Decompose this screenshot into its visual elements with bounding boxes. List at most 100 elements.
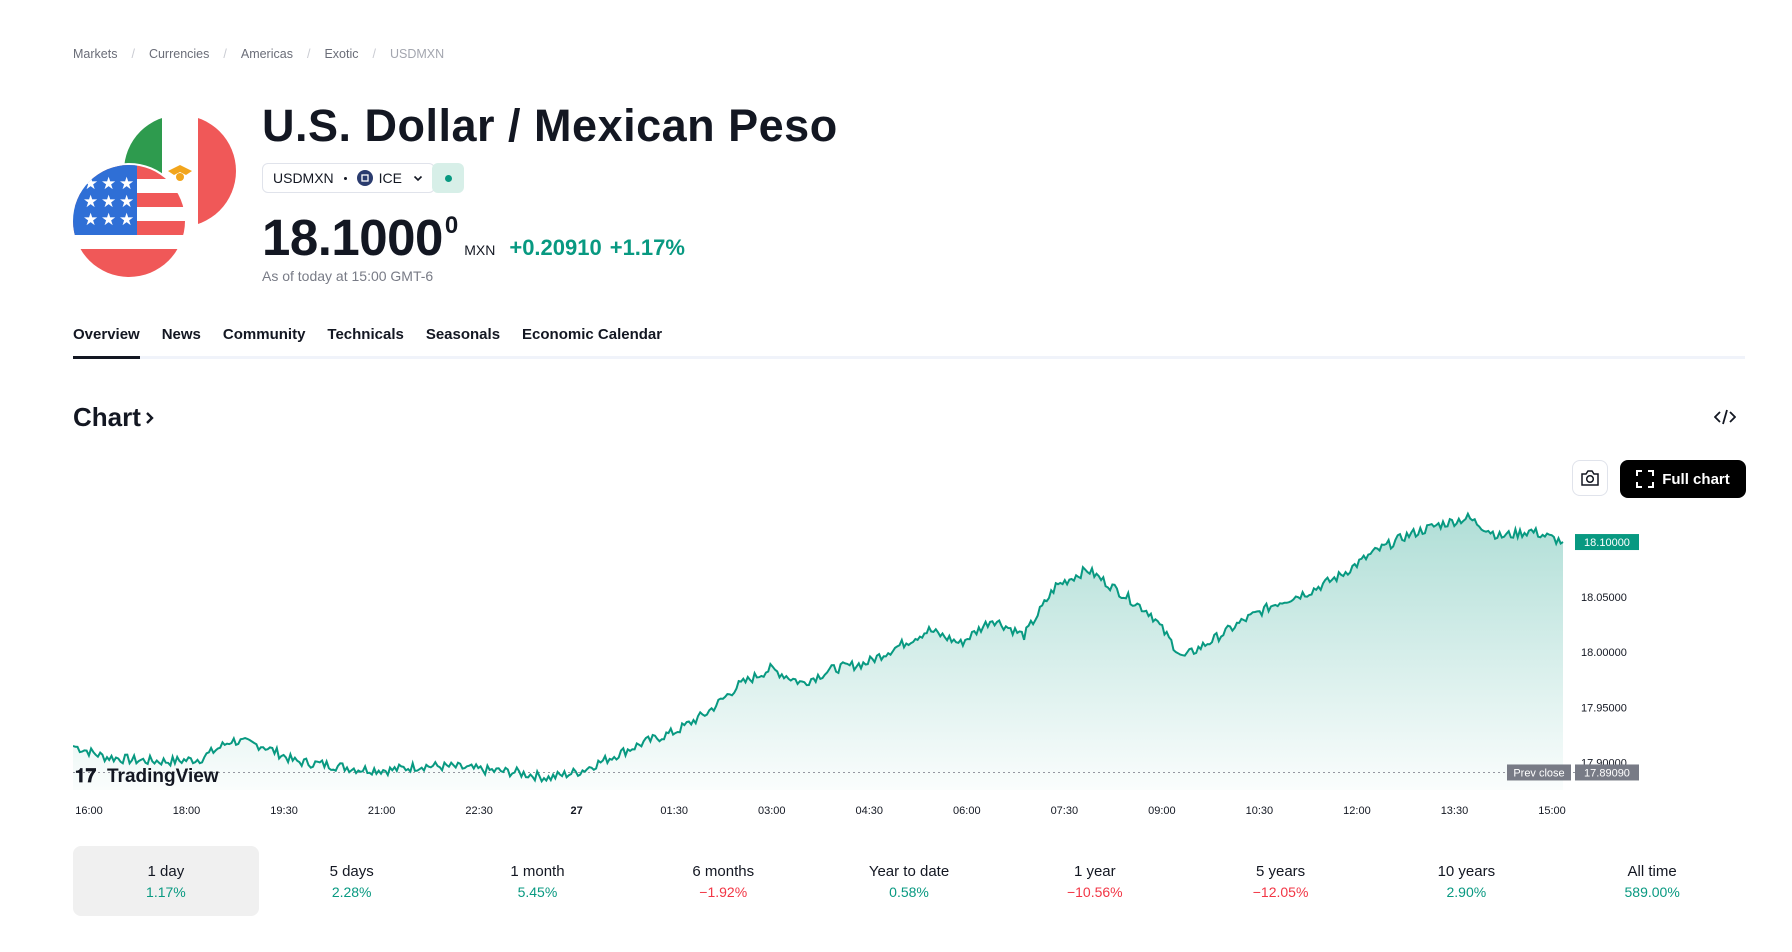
svg-text:★: ★ bbox=[101, 174, 116, 194]
period-button-1-month[interactable]: 1 month 5.45% bbox=[445, 846, 631, 916]
price-change-pct: +1.17% bbox=[609, 235, 685, 260]
breadcrumb-separator: / bbox=[372, 47, 376, 61]
period-button-10-years[interactable]: 10 years 2.90% bbox=[1373, 846, 1559, 916]
x-tick-label: 10:30 bbox=[1246, 805, 1274, 817]
period-button-year-to-date[interactable]: Year to date 0.58% bbox=[816, 846, 1002, 916]
last-price: 18.1000 bbox=[262, 209, 443, 266]
prev-close-label: Prev close bbox=[1513, 767, 1564, 779]
page-title: U.S. Dollar / Mexican Peso bbox=[262, 100, 838, 151]
tab-community[interactable]: Community bbox=[222, 326, 306, 343]
status-dot-icon bbox=[444, 174, 452, 182]
prev-close-tag: Prev close 17.89090 bbox=[1507, 764, 1639, 781]
chevron-right-icon bbox=[146, 411, 154, 424]
svg-text:★: ★ bbox=[101, 210, 116, 230]
period-button-all-time[interactable]: All time 589.00% bbox=[1559, 846, 1745, 916]
period-change: −1.92% bbox=[699, 883, 748, 900]
currency-pair-flags-icon: ★ ★ ★ ★ ★ ★ ★ ★ ★ bbox=[73, 115, 236, 277]
period-change: 2.28% bbox=[331, 883, 372, 900]
market-status-indicator[interactable] bbox=[432, 163, 464, 193]
x-tick-label: 12:00 bbox=[1343, 805, 1371, 817]
period-change: 2.90% bbox=[1446, 883, 1487, 900]
as-of-timestamp: As of today at 15:00 GMT-6 bbox=[262, 268, 434, 284]
exchange-label: ICE bbox=[378, 170, 403, 186]
tab-technicals[interactable]: Technicals bbox=[327, 326, 404, 343]
breadcrumb-current: USDMXN bbox=[389, 47, 445, 61]
x-tick-label: 19:30 bbox=[270, 805, 298, 817]
breadcrumb-separator: / bbox=[306, 47, 311, 61]
chevron-down-icon bbox=[413, 175, 423, 182]
period-change: 1.17% bbox=[146, 883, 186, 900]
period-label: Year to date bbox=[868, 862, 950, 880]
x-tick-label: 07:30 bbox=[1051, 805, 1079, 817]
prev-close-value: 17.89090 bbox=[1584, 767, 1630, 779]
breadcrumb-markets[interactable]: Markets bbox=[73, 47, 118, 61]
period-label: 1 year bbox=[1073, 862, 1116, 880]
period-change: −12.05% bbox=[1252, 883, 1309, 900]
full-chart-label: Full chart bbox=[1662, 470, 1730, 488]
symbol-label: USDMXN bbox=[273, 170, 334, 186]
breadcrumb-americas[interactable]: Americas bbox=[240, 47, 293, 61]
tab-overview[interactable]: Overview bbox=[73, 326, 140, 359]
price-row: 18.1000 0 MXN +0.20910 +1.17% bbox=[262, 208, 685, 267]
x-tick-label: 03:00 bbox=[758, 805, 786, 817]
svg-text:★: ★ bbox=[83, 192, 98, 212]
x-tick-label: 09:00 bbox=[1148, 805, 1176, 817]
snapshot-button[interactable] bbox=[1572, 460, 1608, 496]
period-change: 0.58% bbox=[889, 883, 929, 900]
price-change-abs: +0.20910 bbox=[509, 235, 602, 260]
breadcrumb: Markets / Currencies / Americas / Exotic / U… bbox=[73, 47, 444, 61]
period-label: 1 month bbox=[510, 862, 565, 880]
x-tick-label: 15:00 bbox=[1538, 805, 1566, 817]
last-price-tag-label: 18.10000 bbox=[1584, 537, 1630, 549]
period-button-6-months[interactable]: 6 months −1.92% bbox=[630, 846, 816, 916]
svg-text:★: ★ bbox=[101, 192, 116, 212]
last-price-tag-bg bbox=[1575, 534, 1639, 551]
svg-text:★: ★ bbox=[119, 174, 134, 194]
tab-economic-calendar[interactable]: Economic Calendar bbox=[522, 326, 663, 343]
prev-close-value-bg bbox=[1575, 764, 1639, 781]
period-label: 5 days bbox=[329, 862, 374, 880]
price-line bbox=[73, 511, 1564, 784]
period-change: −10.56% bbox=[1066, 883, 1123, 900]
camera-icon bbox=[1581, 470, 1599, 486]
breadcrumb-exotic[interactable]: Exotic bbox=[324, 47, 359, 61]
tab-seasonals[interactable]: Seasonals bbox=[425, 326, 501, 343]
x-tick-label: 01:30 bbox=[660, 805, 688, 817]
tradingview-logo: 𝟏𝟕 TradingView bbox=[75, 766, 219, 787]
chart-heading-link[interactable]: Chart bbox=[73, 402, 157, 433]
section-tabs: Overview News Community Technicals Seaso… bbox=[73, 326, 1745, 359]
period-label: All time bbox=[1627, 862, 1677, 880]
tradingview-logo-mark: 𝟏𝟕 bbox=[75, 766, 97, 787]
x-axis: 16:00 18:00 19:30 21:00 22:30 27 01:30 03:00 04:… bbox=[75, 805, 1566, 817]
period-button-1-day[interactable]: 1 day 1.17% bbox=[73, 846, 259, 916]
performance-periods: 1 day 1.17% 5 days 2.28% 1 month 5.45% 6 month… bbox=[73, 846, 1745, 916]
period-button-1-year[interactable]: 1 year −10.56% bbox=[1002, 846, 1188, 916]
last-price-tag: 18.10000 bbox=[1575, 534, 1639, 551]
period-label: 6 months bbox=[692, 862, 755, 880]
symbol-selector[interactable]: USDMXN ICE bbox=[262, 163, 436, 193]
tradingview-wordmark: TradingView bbox=[107, 766, 219, 787]
breadcrumb-separator: / bbox=[223, 47, 227, 61]
period-change: 589.00% bbox=[1624, 883, 1680, 900]
x-tick-label: 27 bbox=[571, 805, 583, 817]
y-tick-label: 17.95000 bbox=[1581, 702, 1627, 714]
fullscreen-icon bbox=[1636, 470, 1655, 488]
period-button-5-days[interactable]: 5 days 2.28% bbox=[259, 846, 445, 916]
period-label: 5 years bbox=[1255, 862, 1306, 880]
price-currency: MXN bbox=[464, 242, 496, 258]
x-tick-label: 16:00 bbox=[75, 805, 103, 817]
x-tick-label: 04:30 bbox=[856, 805, 884, 817]
full-chart-button[interactable]: Full chart bbox=[1620, 460, 1746, 498]
usa-flag-icon: ★ ★ ★ ★ ★ ★ ★ ★ ★ bbox=[73, 165, 185, 277]
separator-dot bbox=[343, 176, 347, 180]
embed-code-icon[interactable] bbox=[1712, 404, 1738, 430]
x-tick-label: 21:00 bbox=[368, 805, 396, 817]
x-tick-label: 18:00 bbox=[173, 805, 201, 817]
x-tick-label: 22:30 bbox=[465, 805, 493, 817]
breadcrumb-currencies[interactable]: Currencies bbox=[148, 47, 210, 61]
period-button-5-years[interactable]: 5 years −12.05% bbox=[1188, 846, 1374, 916]
tab-news[interactable]: News bbox=[161, 326, 201, 343]
period-label: 1 day bbox=[147, 862, 185, 880]
